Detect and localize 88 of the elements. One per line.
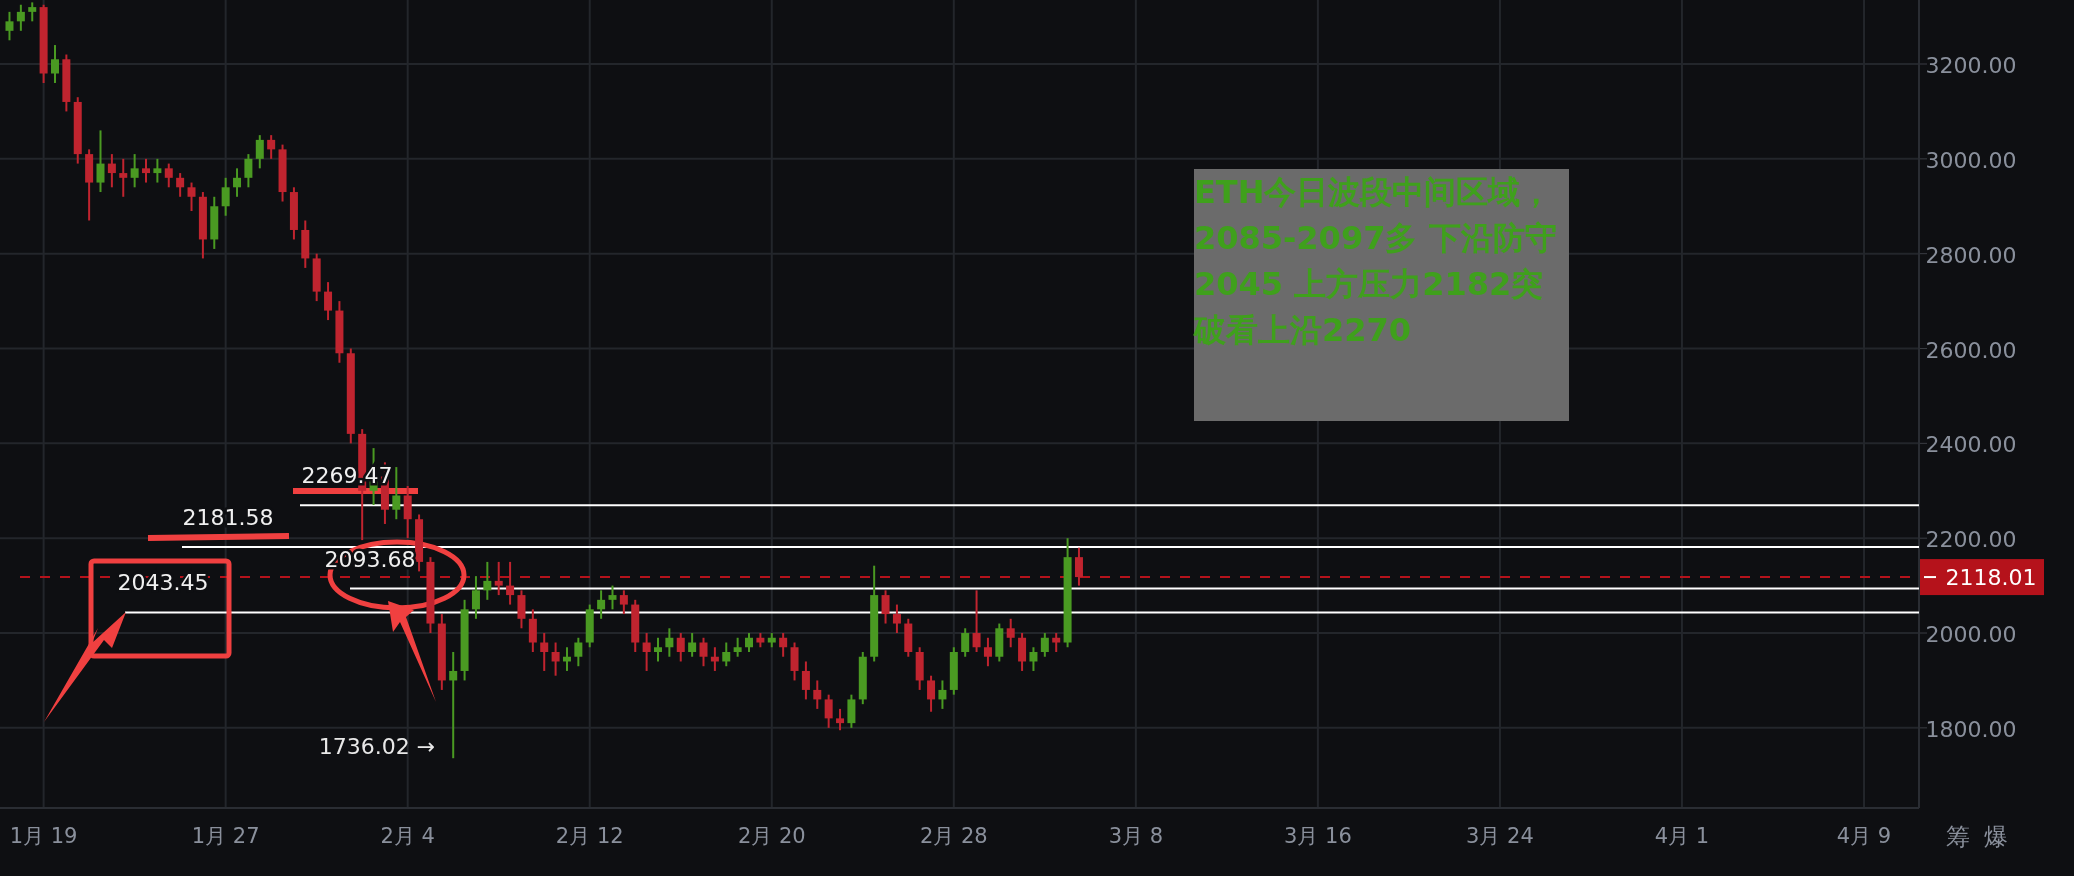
candlestick: [983, 636, 992, 668]
candlestick: [745, 632, 754, 653]
x-tick-label: 4月 1: [1654, 824, 1710, 848]
candlestick: [813, 679, 822, 710]
candlestick: [187, 181, 196, 213]
x-tick-label: 3月 24: [1466, 824, 1534, 848]
candlestick: [540, 632, 549, 672]
candlestick: [961, 627, 970, 658]
x-tick-label: 3月 8: [1108, 824, 1164, 848]
candlestick: [233, 167, 242, 198]
x-tick-label: 2月 12: [555, 824, 624, 848]
candlestick: [153, 157, 162, 184]
candlestick: [403, 485, 412, 540]
candlestick: [517, 589, 526, 630]
candlestick: [847, 693, 856, 729]
candlestick: [221, 176, 230, 217]
candlestick: [892, 603, 901, 635]
candlestick: [1029, 646, 1038, 672]
candlestick: [107, 153, 116, 189]
candlestick: [324, 281, 333, 322]
x-tick-label: 1月 19: [9, 824, 78, 848]
candlestick: [551, 641, 560, 677]
candlestick: [119, 157, 128, 198]
candlestick: [1018, 632, 1027, 672]
candlestick: [267, 134, 276, 160]
candlestick: [972, 589, 981, 653]
candlestick: [5, 10, 14, 42]
candlestick: [96, 129, 105, 194]
y-tick-label: 1800.00: [1925, 716, 2017, 742]
candlestick: [836, 707, 845, 732]
text: 爆: [1984, 823, 2008, 851]
candlestick: [506, 560, 515, 606]
candlestick: [176, 172, 185, 198]
candlestick: [1040, 632, 1049, 658]
text: 筹: [1946, 823, 1970, 851]
candlestick: [608, 584, 617, 611]
candlestick: [699, 636, 708, 668]
candlestick: [1052, 632, 1061, 653]
candlestick: [938, 679, 947, 710]
x-tick-label: 2月 20: [737, 824, 806, 848]
candlestick: [1074, 546, 1083, 587]
candlestick: [733, 636, 742, 658]
candlestick: [494, 560, 503, 597]
candlestick: [1006, 617, 1015, 649]
candlestick: [142, 157, 151, 184]
annotation: 1736.02 →: [318, 734, 436, 760]
candlestick: [392, 466, 401, 521]
candlestick: [28, 1, 37, 23]
candlestick: [722, 641, 731, 668]
candlestick: [642, 632, 651, 672]
x-tick-label: 3月 16: [1284, 824, 1352, 848]
candlestick: [619, 589, 628, 616]
y-tick-label: 2600.00: [1925, 337, 2017, 363]
candlestick: [801, 660, 810, 701]
y-tick-label: 2400.00: [1925, 432, 2017, 458]
x-tick-label: 4月 9: [1836, 824, 1892, 848]
candlestick: [881, 589, 890, 625]
y-tick-label: 2200.00: [1925, 527, 2017, 553]
y-tick-label: 2800.00: [1925, 242, 2017, 268]
candlestick: [255, 134, 264, 170]
candlestick: [130, 153, 139, 189]
candlestick: [824, 693, 833, 729]
candlestick: [574, 636, 583, 668]
candlestick: [790, 641, 799, 682]
candlestick: [779, 632, 788, 658]
ref-line-label: 2043.45: [117, 570, 209, 596]
candlestick: [665, 627, 674, 658]
candlestick: [164, 162, 173, 189]
ref-line-label: 2118.01: [1945, 565, 2037, 591]
candlestick: [927, 674, 936, 713]
x-tick-label: 1月 27: [191, 824, 260, 848]
y-tick-label: 3000.00: [1925, 147, 2017, 173]
candlestick: [483, 560, 492, 601]
candlestick: [654, 636, 662, 663]
candlestick: [528, 608, 537, 653]
candlestick: [676, 632, 685, 663]
x-tick-label: 2月 28: [919, 824, 988, 848]
y-tick-label: 3200.00: [1925, 53, 2017, 79]
candlestick: [597, 589, 606, 620]
candlestick: [244, 153, 253, 189]
candlestick: [50, 44, 59, 84]
ref-line-label: 2181.58: [182, 504, 274, 530]
candlestick: [449, 651, 458, 760]
candlestick: [688, 632, 697, 658]
candlestick: [471, 575, 480, 620]
x-tick-label: 2月 4: [380, 824, 435, 848]
candlestick: [16, 3, 25, 32]
y-tick-label: 2000.00: [1925, 622, 2017, 648]
